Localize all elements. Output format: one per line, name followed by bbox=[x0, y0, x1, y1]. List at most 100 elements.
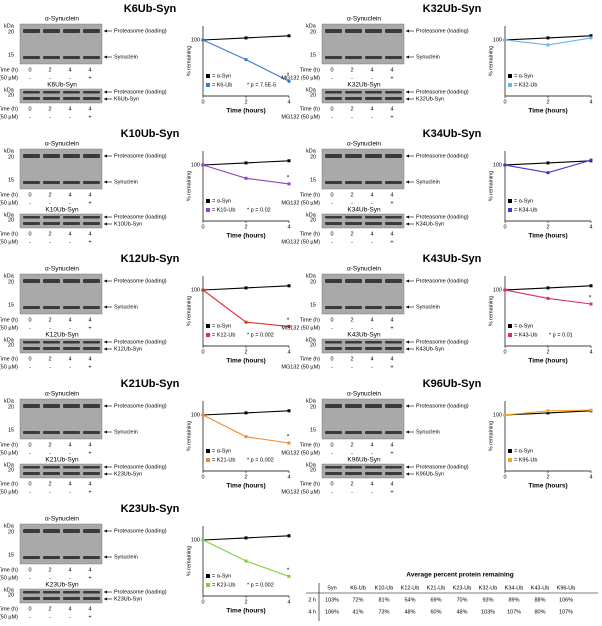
y-tick-label: 100 bbox=[493, 37, 502, 43]
table-header: K6-Ub bbox=[350, 585, 366, 591]
table-row-label: 4 h bbox=[308, 609, 316, 615]
row-label: Time (h) bbox=[300, 106, 320, 112]
legend-swatch bbox=[206, 458, 210, 462]
band bbox=[345, 97, 362, 100]
kda-label: kDa bbox=[4, 148, 15, 154]
mw-label: 20 bbox=[8, 29, 14, 35]
x-axis-label: Time (hours) bbox=[528, 358, 567, 365]
data-point bbox=[201, 538, 205, 542]
mw-label: 15 bbox=[310, 177, 316, 183]
x-tick-label: 2 bbox=[244, 474, 247, 480]
row-label: MG132 (50 µM) bbox=[0, 575, 18, 581]
band bbox=[23, 347, 40, 350]
x-tick-label: 2 bbox=[244, 99, 247, 105]
arrow-label: Synuclein bbox=[416, 429, 440, 435]
band bbox=[365, 29, 382, 33]
mw-label: 20 bbox=[310, 92, 316, 98]
band bbox=[345, 216, 362, 219]
band bbox=[365, 279, 382, 283]
table-header: K23-Ub bbox=[453, 585, 472, 591]
mw-label: 20 bbox=[8, 342, 14, 348]
lane-label: 0 bbox=[330, 317, 333, 323]
band bbox=[325, 279, 342, 283]
lane-label: - bbox=[371, 325, 373, 331]
data-point bbox=[546, 36, 550, 40]
annotation: * p = 0.02 bbox=[247, 207, 271, 213]
blot-title: α-Synuclein bbox=[45, 16, 79, 23]
lane-label: - bbox=[69, 325, 71, 331]
band bbox=[43, 472, 60, 475]
blot-title: α-Synuclein bbox=[45, 516, 79, 523]
arrow-label: Proteasome (loading) bbox=[416, 278, 469, 284]
panel-title: K96Ub-Syn bbox=[423, 378, 482, 390]
table-cell: 103% bbox=[481, 609, 495, 615]
row-label: MG132 (50 µM) bbox=[0, 239, 18, 245]
band bbox=[83, 591, 100, 594]
mw-label: 20 bbox=[8, 92, 14, 98]
significance-mark: * bbox=[287, 175, 290, 182]
mw-label: 15 bbox=[8, 302, 14, 308]
blot-image bbox=[19, 463, 103, 479]
row-label: Time (h) bbox=[0, 442, 18, 448]
data-point bbox=[244, 536, 248, 540]
lane-label: - bbox=[69, 239, 71, 245]
band bbox=[385, 222, 402, 225]
kda-label: kDa bbox=[306, 462, 317, 468]
series-line bbox=[202, 164, 290, 185]
legend-swatch bbox=[206, 583, 210, 587]
row-label: Time (h) bbox=[0, 567, 18, 573]
band bbox=[83, 404, 100, 408]
band bbox=[83, 181, 100, 184]
lane-label: 0 bbox=[28, 356, 31, 362]
arrow-head bbox=[406, 472, 409, 476]
mw-label: 20 bbox=[310, 279, 316, 285]
lane-label: 4 bbox=[370, 481, 373, 487]
y-tick-label: 100 bbox=[191, 537, 200, 543]
lane-label: - bbox=[371, 114, 373, 120]
blot-image bbox=[321, 463, 405, 479]
lane-label: 2 bbox=[350, 106, 353, 112]
band bbox=[365, 97, 382, 100]
blot-title: K43Ub-Syn bbox=[347, 332, 381, 339]
band bbox=[43, 97, 60, 100]
band bbox=[63, 222, 80, 225]
band bbox=[23, 466, 40, 469]
row-label: MG132 (50 µM) bbox=[281, 75, 320, 81]
arrow-label: K32Ub-Syn bbox=[416, 96, 444, 102]
legend-swatch bbox=[206, 449, 210, 453]
lane-label: 0 bbox=[28, 442, 31, 448]
lane-label: 4 bbox=[390, 106, 393, 112]
arrow-head bbox=[104, 472, 107, 476]
lane-label: 4 bbox=[68, 67, 71, 73]
band bbox=[43, 404, 60, 408]
legend-swatch bbox=[206, 574, 210, 578]
lane-label: 4 bbox=[370, 67, 373, 73]
x-tick-label: 4 bbox=[589, 224, 592, 230]
band bbox=[325, 347, 342, 350]
band bbox=[43, 56, 60, 59]
x-tick-label: 0 bbox=[503, 474, 506, 480]
table-row-label: 2 h bbox=[308, 597, 316, 603]
x-axis-label: Time (hours) bbox=[226, 483, 265, 490]
lane-label: 2 bbox=[350, 356, 353, 362]
row-label: MG132 (50 µM) bbox=[0, 364, 18, 370]
legend-swatch bbox=[508, 324, 512, 328]
band bbox=[23, 472, 40, 475]
lane-label: 2 bbox=[48, 317, 51, 323]
band bbox=[365, 472, 382, 475]
lane-label: 0 bbox=[28, 192, 31, 198]
data-point bbox=[244, 286, 248, 290]
mw-label: 20 bbox=[8, 404, 14, 410]
band bbox=[63, 556, 80, 559]
lane-label: - bbox=[49, 325, 51, 331]
table-cell: 73% bbox=[378, 609, 389, 615]
arrow-label: Proteasome (loading) bbox=[416, 89, 469, 95]
table-cell: 48% bbox=[456, 609, 467, 615]
lane-label: + bbox=[88, 450, 91, 456]
band bbox=[325, 306, 342, 309]
lane-label: - bbox=[351, 75, 353, 81]
band bbox=[63, 347, 80, 350]
legend-swatch bbox=[508, 449, 512, 453]
blot-image bbox=[19, 338, 103, 354]
band bbox=[83, 29, 100, 33]
